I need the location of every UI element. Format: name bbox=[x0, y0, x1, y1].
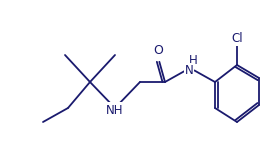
Text: NH: NH bbox=[106, 103, 124, 117]
Text: Cl: Cl bbox=[231, 31, 243, 45]
Text: N: N bbox=[185, 64, 193, 76]
Text: H: H bbox=[189, 54, 197, 66]
Text: O: O bbox=[153, 44, 163, 56]
